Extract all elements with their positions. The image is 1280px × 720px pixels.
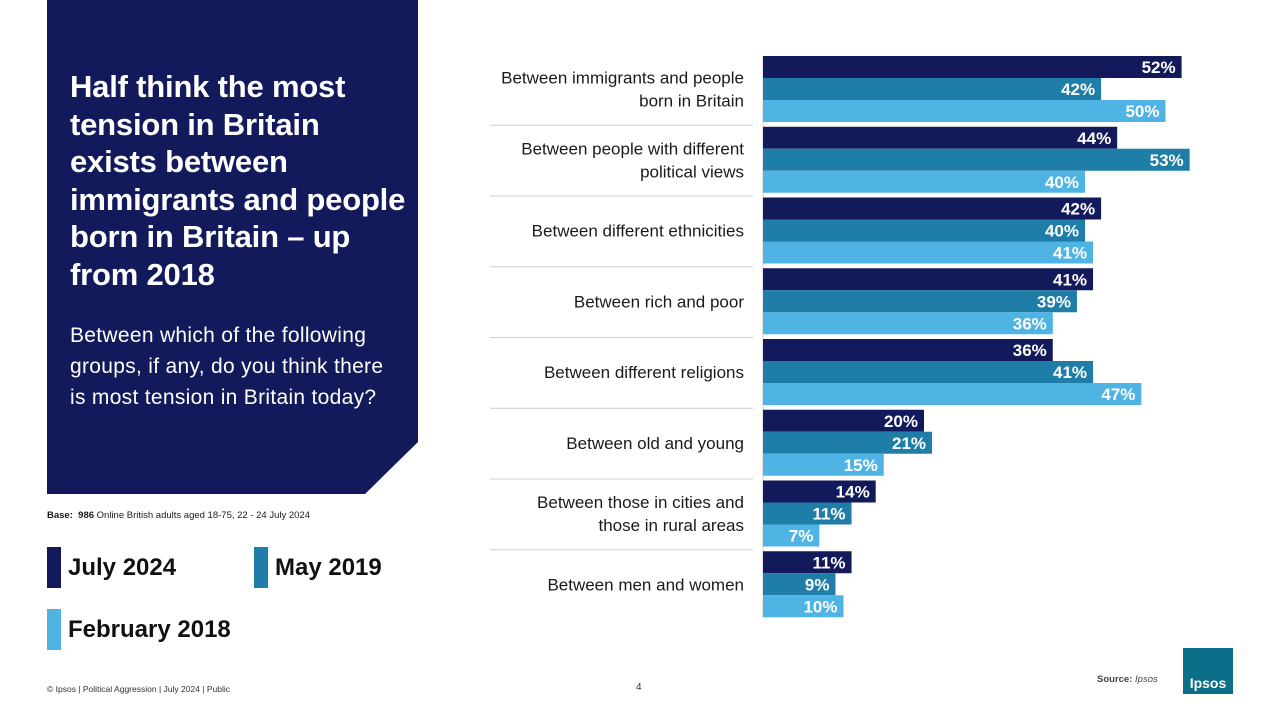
bar xyxy=(763,480,876,503)
category-label: Between rich and poor xyxy=(574,292,744,311)
bar xyxy=(763,361,1094,383)
bar-value-label: 20% xyxy=(884,412,918,431)
bar-value-label: 14% xyxy=(836,483,870,502)
bar-value-label: 50% xyxy=(1125,102,1159,121)
legend-label: May 2019 xyxy=(275,553,382,581)
bar-value-label: 42% xyxy=(1061,80,1095,99)
bar-value-label: 41% xyxy=(1053,244,1087,263)
base-text: Online British adults aged 18-75, 22 - 2… xyxy=(96,510,311,521)
bar xyxy=(763,170,1085,193)
bar xyxy=(763,524,820,547)
bar-value-label: 21% xyxy=(892,434,926,453)
category-label: Between men and women xyxy=(547,575,744,594)
bar-value-label: 41% xyxy=(1053,363,1087,382)
bar-value-label: 7% xyxy=(789,527,814,546)
title-panel xyxy=(47,0,418,494)
bar xyxy=(763,383,1142,405)
bar xyxy=(763,219,1085,242)
bar xyxy=(763,56,1182,78)
legend-swatch xyxy=(254,547,268,588)
legend-label: February 2018 xyxy=(68,615,231,643)
bar xyxy=(763,290,1077,313)
base-label: Base: xyxy=(47,510,73,521)
category-label: Between different religions xyxy=(544,363,744,382)
category-label: those in rural areas xyxy=(598,516,744,535)
category-label: Between those in cities and xyxy=(537,493,744,512)
base-count: 986 xyxy=(78,510,95,521)
bar xyxy=(763,78,1102,100)
bar xyxy=(763,312,1053,335)
bar-value-label: 11% xyxy=(812,505,845,524)
ipsos-logo: Ipsos xyxy=(1183,648,1233,694)
bar-value-label: 39% xyxy=(1037,292,1071,311)
bar-value-label: 41% xyxy=(1053,270,1087,289)
bar xyxy=(763,148,1190,171)
source-label: Source: xyxy=(1097,674,1133,685)
bar xyxy=(763,431,933,454)
page-number: 4 xyxy=(636,682,642,693)
base-note: Base: 986 Online British adults aged 18-… xyxy=(47,510,310,521)
legend-swatch xyxy=(47,547,61,588)
category-label: political views xyxy=(640,162,744,181)
legend-item-may-2019: May 2019 xyxy=(254,547,382,588)
bar xyxy=(763,241,1094,264)
legend-label: July 2024 xyxy=(68,553,177,581)
category-label: Between people with different xyxy=(521,139,744,158)
bar-value-label: 11% xyxy=(812,553,845,572)
bar xyxy=(763,595,844,618)
bar-value-label: 53% xyxy=(1150,151,1184,170)
logo-text: Ipsos xyxy=(1189,675,1227,691)
legend-swatch xyxy=(47,609,61,650)
category-label: Between different ethnicities xyxy=(532,222,744,241)
legend-item-july-2024: July 2024 xyxy=(47,547,176,588)
category-label: Between old and young xyxy=(566,434,744,453)
bar xyxy=(763,268,1094,291)
bar-value-label: 36% xyxy=(1013,314,1047,333)
bar xyxy=(763,339,1053,361)
source-note: Source: Ipsos xyxy=(1097,674,1158,685)
bar-value-label: 9% xyxy=(805,575,830,594)
bar xyxy=(763,502,852,525)
bar xyxy=(763,573,836,596)
bar xyxy=(763,453,884,476)
bar xyxy=(763,551,852,574)
footer-text: © Ipsos | Political Aggression | July 20… xyxy=(47,684,230,694)
bar-value-label: 42% xyxy=(1061,200,1095,219)
category-label: Between immigrants and people xyxy=(501,69,744,88)
bar xyxy=(763,409,924,432)
source-value: Ipsos xyxy=(1135,674,1158,685)
legend-item-february-2018: February 2018 xyxy=(47,609,231,650)
grouped-bar-chart: Between immigrants and people born in Bri… xyxy=(490,56,1190,618)
bar-value-label: 40% xyxy=(1045,173,1079,192)
bar-value-label: 40% xyxy=(1045,222,1079,241)
bar-value-label: 10% xyxy=(803,597,837,616)
bar-value-label: 47% xyxy=(1101,385,1135,404)
bar-value-label: 15% xyxy=(844,456,878,475)
bar-value-label: 44% xyxy=(1077,129,1111,148)
bar xyxy=(763,197,1102,220)
headline: Half think the most tension in Britain e… xyxy=(70,69,406,292)
bar xyxy=(763,100,1166,122)
survey-question: Between which of the following groups, i… xyxy=(70,324,384,409)
bar-value-label: 36% xyxy=(1013,341,1047,360)
bar-value-label: 52% xyxy=(1142,58,1176,77)
category-label: born in Britain xyxy=(639,92,744,111)
bar xyxy=(763,126,1118,149)
